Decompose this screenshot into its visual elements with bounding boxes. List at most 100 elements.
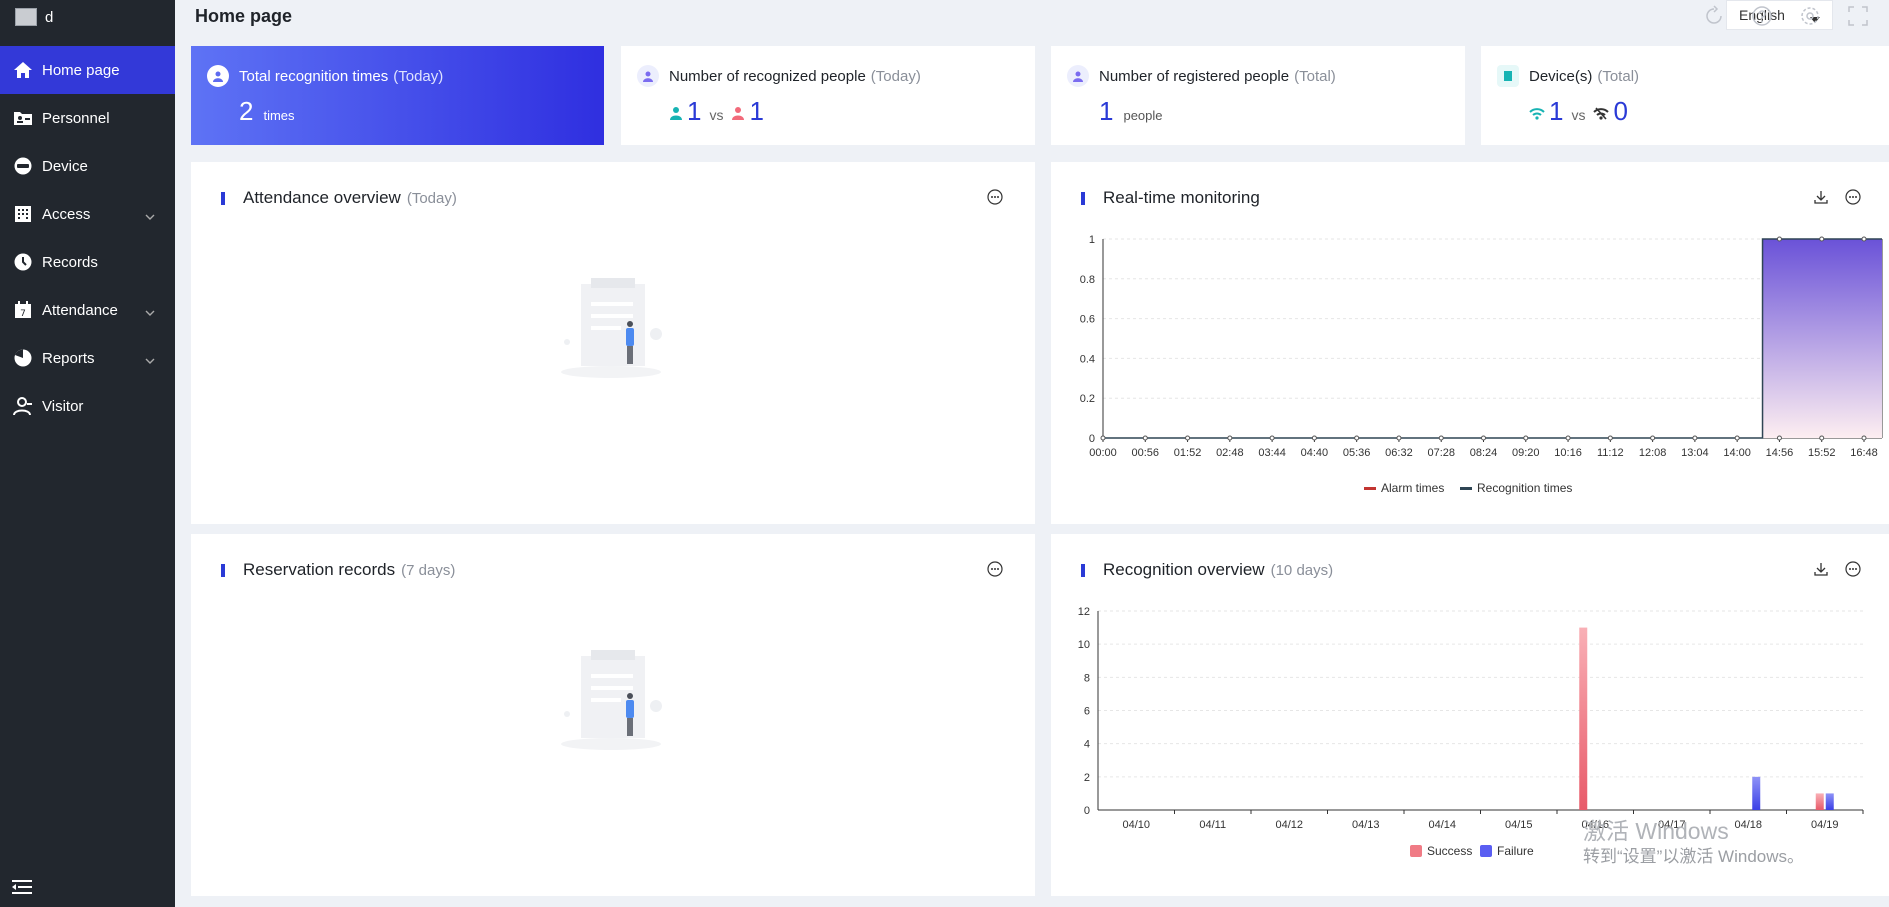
pie-icon bbox=[12, 347, 34, 369]
sidebar-item-visitor[interactable]: Visitor bbox=[0, 382, 175, 430]
y-tick-label: 12 bbox=[1078, 606, 1090, 618]
y-tick-label: 4 bbox=[1084, 739, 1090, 751]
visitor-icon bbox=[12, 395, 34, 417]
recognition-line bbox=[1103, 238, 1882, 439]
card-value: 1 bbox=[1099, 96, 1114, 126]
x-tick-label: 14:56 bbox=[1766, 447, 1794, 459]
brand[interactable]: d bbox=[0, 0, 175, 34]
sidebar-item-label: Reports bbox=[42, 349, 95, 367]
more-icon[interactable] bbox=[987, 189, 1003, 205]
sidebar-item-label: Access bbox=[42, 205, 91, 223]
card-subtitle: (Total) bbox=[1597, 67, 1640, 85]
download-icon[interactable] bbox=[1813, 189, 1829, 205]
card-value-stranger: 1 bbox=[749, 96, 764, 126]
card-title: Number of registered people bbox=[1099, 67, 1290, 85]
x-tick-label: 02:48 bbox=[1216, 447, 1244, 459]
sidebar-item-records[interactable]: Records bbox=[0, 238, 175, 286]
brand-name: d bbox=[45, 8, 54, 26]
card-devices[interactable]: Device(s) (Total) 1 vs 0 bbox=[1481, 46, 1889, 145]
panel-subtitle: (10 days) bbox=[1270, 561, 1334, 579]
card-subtitle: (Today) bbox=[870, 67, 921, 85]
alarm-point bbox=[1185, 435, 1191, 441]
alarm-point bbox=[1734, 435, 1740, 441]
more-icon[interactable] bbox=[987, 561, 1003, 577]
alarm-point bbox=[1565, 435, 1571, 441]
more-icon[interactable] bbox=[1845, 561, 1861, 577]
success-bar bbox=[1579, 627, 1588, 810]
legend-alarm-swatch bbox=[1364, 487, 1376, 490]
collapse-menu-icon[interactable] bbox=[12, 878, 34, 901]
x-tick-label: 10:16 bbox=[1554, 447, 1582, 459]
card-subtitle: (Today) bbox=[393, 67, 444, 85]
empty-state-illustration bbox=[551, 646, 671, 761]
card-registered-people[interactable]: Number of registered people (Total) 1 pe… bbox=[1051, 46, 1465, 145]
title-marker bbox=[1081, 563, 1085, 577]
card-unit: times bbox=[263, 108, 295, 123]
sidebar-item-reports[interactable]: Reports bbox=[0, 334, 175, 382]
building-icon bbox=[12, 203, 34, 225]
x-tick-label: 13:04 bbox=[1681, 447, 1709, 459]
y-tick-label: 8 bbox=[1084, 672, 1090, 684]
alarm-point bbox=[1311, 435, 1317, 441]
y-left-tick-label: 0 bbox=[1089, 433, 1095, 445]
sidebar-item-label: Visitor bbox=[42, 397, 84, 415]
wifi-offline-icon bbox=[1593, 107, 1610, 125]
svg-text:7: 7 bbox=[20, 309, 26, 319]
alarm-point bbox=[1650, 435, 1656, 441]
panel-subtitle: (7 days) bbox=[401, 561, 456, 579]
download-icon[interactable] bbox=[1813, 561, 1829, 577]
x-tick-label: 00:00 bbox=[1089, 447, 1117, 459]
card-vs: vs bbox=[1571, 107, 1586, 123]
x-tick-label: 04/11 bbox=[1199, 819, 1226, 831]
card-value: 2 bbox=[239, 96, 254, 126]
alarm-point bbox=[1481, 435, 1486, 441]
x-tick-label: 14:00 bbox=[1723, 447, 1751, 459]
sidebar-item-access[interactable]: Access bbox=[0, 190, 175, 238]
x-tick-label: 04/13 bbox=[1352, 819, 1380, 831]
x-tick-label: 04/17 bbox=[1658, 819, 1686, 831]
x-tick-label: 04/16 bbox=[1581, 819, 1609, 831]
card-recognized-people[interactable]: Number of recognized people (Today) 1 vs… bbox=[621, 46, 1035, 145]
help-icon[interactable] bbox=[1751, 5, 1773, 27]
panel-reservation-records: Reservation records (7 days) bbox=[191, 534, 1035, 896]
sidebar-item-label: Home page bbox=[42, 61, 120, 79]
card-title: Number of recognized people bbox=[669, 67, 866, 85]
y-left-tick-label: 0.6 bbox=[1080, 314, 1095, 326]
fullscreen-icon[interactable] bbox=[1847, 5, 1869, 27]
user-icon bbox=[1067, 65, 1089, 87]
x-tick-label: 06:32 bbox=[1385, 447, 1413, 459]
x-tick-label: 03:44 bbox=[1258, 447, 1286, 459]
recognition-point bbox=[1776, 236, 1782, 242]
y-tick-label: 2 bbox=[1084, 772, 1090, 784]
x-tick-label: 04/14 bbox=[1428, 819, 1456, 831]
empty-state-illustration bbox=[551, 274, 671, 389]
clock-icon bbox=[12, 251, 34, 273]
panel-subtitle: (Today) bbox=[406, 189, 457, 207]
y-left-tick-label: 0.8 bbox=[1080, 274, 1095, 286]
sidebar-item-device[interactable]: Device bbox=[0, 142, 175, 190]
sidebar-item-personnel[interactable]: Personnel bbox=[0, 94, 175, 142]
x-tick-label: 04:40 bbox=[1301, 447, 1329, 459]
card-total-recognition[interactable]: Total recognition times (Today) 2 times bbox=[191, 46, 604, 145]
sidebar-item-attendance[interactable]: 7 Attendance bbox=[0, 286, 175, 334]
stranger-icon bbox=[731, 106, 745, 125]
title-marker bbox=[221, 191, 225, 205]
panel-title: Reservation records bbox=[243, 560, 396, 579]
sidebar-item-label: Device bbox=[42, 157, 88, 175]
x-tick-label: 12:08 bbox=[1639, 447, 1667, 459]
sidebar-item-home-page[interactable]: Home page bbox=[0, 46, 175, 94]
language-select[interactable]: English bbox=[1726, 0, 1833, 30]
header: Home page English bbox=[175, 0, 1889, 32]
wifi-online-icon bbox=[1529, 107, 1545, 125]
language-value: English bbox=[1739, 7, 1785, 23]
refresh-icon[interactable] bbox=[1703, 5, 1725, 27]
more-icon[interactable] bbox=[1845, 189, 1861, 205]
card-vs: vs bbox=[709, 107, 724, 123]
device-card-icon bbox=[1497, 65, 1519, 87]
gear-icon[interactable] bbox=[1799, 5, 1821, 27]
legend-success-swatch bbox=[1410, 845, 1422, 857]
x-tick-label: 04/18 bbox=[1734, 819, 1762, 831]
recognition-point bbox=[1819, 236, 1825, 242]
card-value-offline: 0 bbox=[1613, 96, 1628, 126]
failure-bar bbox=[1825, 793, 1834, 810]
